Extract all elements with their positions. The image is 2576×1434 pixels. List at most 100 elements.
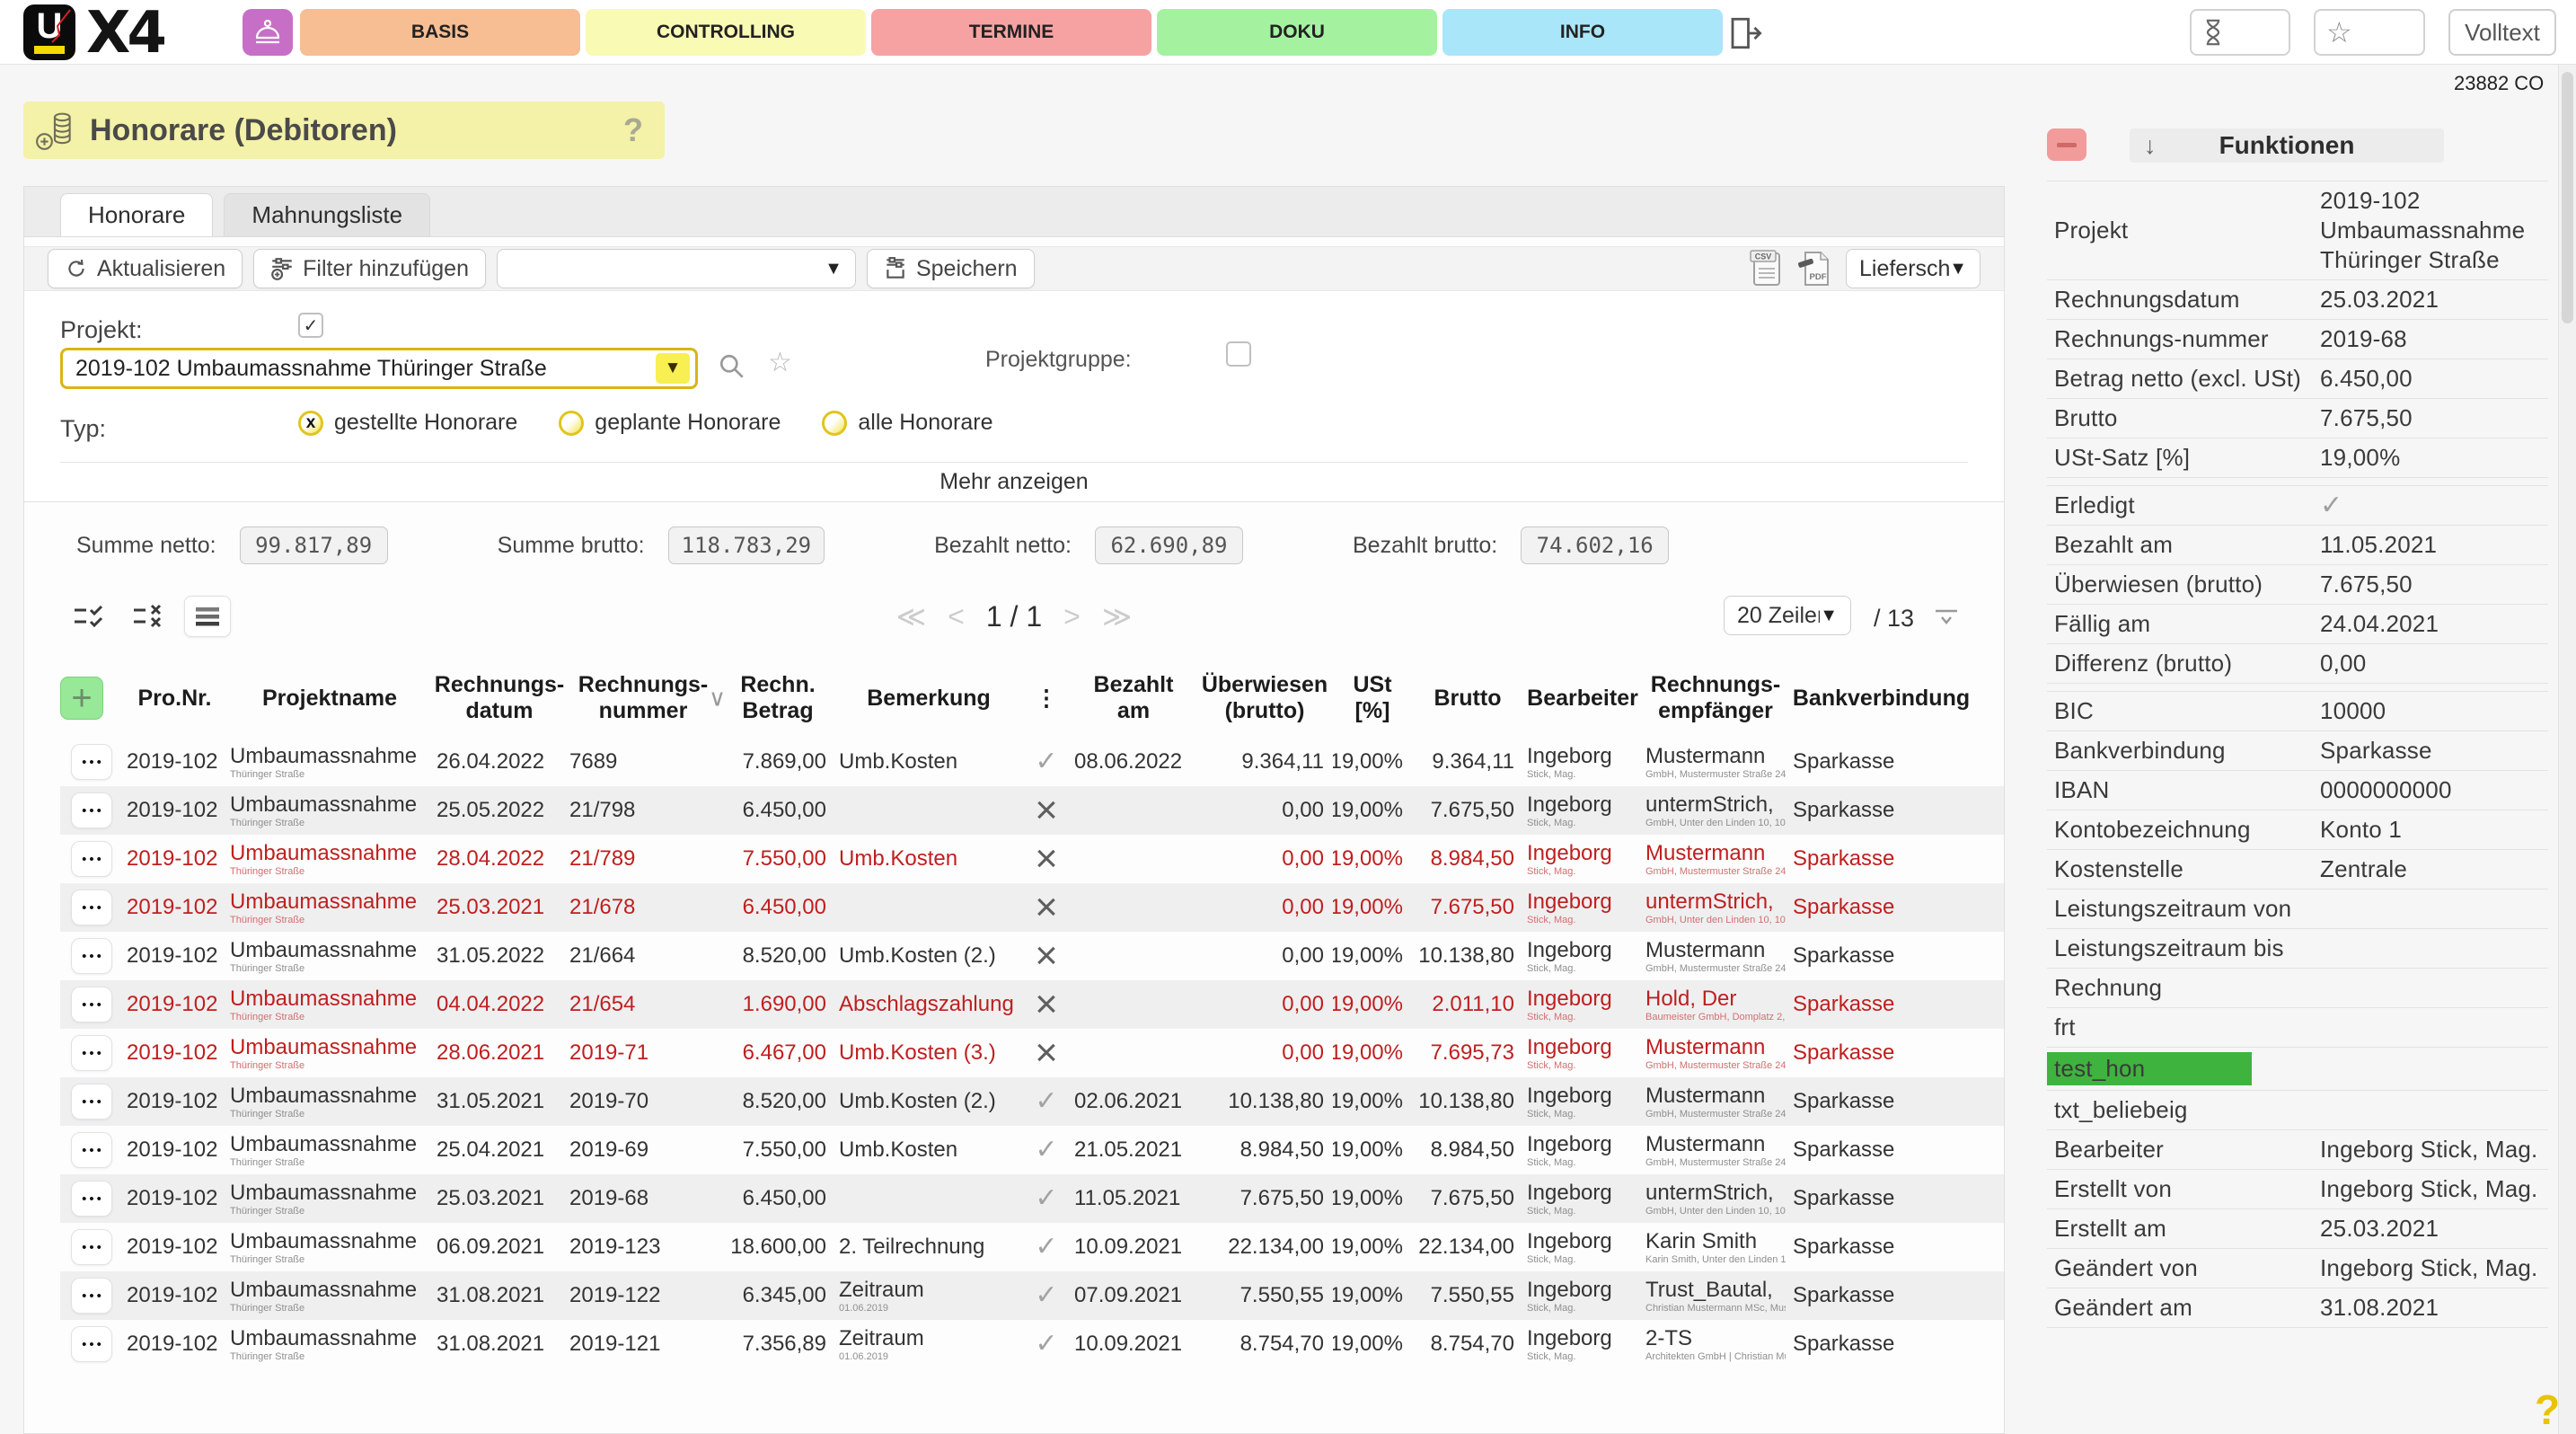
column-header[interactable]: Bankverbindung (1789, 686, 1973, 712)
detail-row[interactable]: BankverbindungSparkasse (2047, 730, 2548, 770)
column-header[interactable]: Rechnungs- empfänger (1642, 672, 1789, 724)
column-header[interactable]: Überwiesen (brutto) (1196, 672, 1333, 724)
detail-row[interactable]: IBAN0000000000 (2047, 770, 2548, 810)
detail-row[interactable]: Fällig am24.04.2021 (2047, 604, 2548, 643)
tab-mahnungsliste[interactable]: Mahnungsliste (224, 193, 430, 236)
detail-row[interactable]: USt-Satz [%]19,00% (2047, 438, 2548, 477)
select-all-button[interactable] (66, 596, 112, 637)
table-row[interactable]: •••2019-102UmbaumassnahmeThüringer Straß… (60, 835, 2004, 883)
row-menu-button[interactable]: ••• (71, 987, 112, 1022)
column-settings-button[interactable] (1932, 606, 1961, 628)
deselect-all-button[interactable] (125, 596, 172, 637)
detail-row[interactable]: BIC10000 (2047, 691, 2548, 730)
column-header[interactable]: Brutto (1412, 686, 1523, 712)
next-page-button[interactable]: > (1063, 600, 1081, 633)
collapse-panel-button[interactable] (2047, 128, 2086, 161)
table-row[interactable]: •••2019-102UmbaumassnahmeThüringer Straß… (60, 1126, 2004, 1174)
main-menu-button[interactable] (243, 9, 293, 56)
column-header[interactable]: Rechn. Betrag (720, 672, 835, 724)
column-header[interactable]: + (60, 677, 123, 720)
column-header[interactable]: Rechnungs- datum (433, 672, 566, 724)
detail-row[interactable]: Rechnungsdatum25.03.2021 (2047, 279, 2548, 319)
row-menu-button[interactable]: ••• (71, 744, 112, 780)
row-menu-button[interactable]: ••• (71, 1084, 112, 1120)
help-question-icon[interactable]: ? (2535, 1385, 2560, 1434)
scrollbar-thumb[interactable] (2562, 72, 2573, 323)
column-header[interactable]: Rechnungs- nummer∨ (566, 672, 720, 724)
detail-row[interactable]: Brutto7.675,50 (2047, 398, 2548, 438)
column-header[interactable]: Projektname (226, 686, 433, 712)
rows-per-page-select[interactable]: 20 Zeilen▼ (1724, 596, 1851, 635)
type-option[interactable]: geplante Honorare (559, 410, 781, 436)
column-header[interactable]: Bezahlt am (1071, 672, 1196, 724)
type-option[interactable]: alle Honorare (822, 410, 992, 436)
functions-header[interactable]: ↓ Funktionen (2130, 128, 2444, 163)
detail-row[interactable]: Geändert am31.08.2021 (2047, 1288, 2548, 1327)
detail-row[interactable]: Bezahlt am11.05.2021 (2047, 525, 2548, 564)
row-menu-button[interactable]: ••• (71, 938, 112, 974)
row-menu-button[interactable]: ••• (71, 1132, 112, 1168)
filter-preset-select[interactable]: ▼ (497, 249, 856, 288)
show-more-link[interactable]: Mehr anzeigen (24, 469, 2004, 495)
detail-row[interactable]: Rechnung (2047, 968, 2548, 1007)
table-row[interactable]: •••2019-102UmbaumassnahmeThüringer Straß… (60, 932, 2004, 980)
nav-tab-doku[interactable]: DOKU (1157, 9, 1437, 56)
first-page-button[interactable]: ≪ (896, 599, 927, 633)
detail-row[interactable]: BearbeiterIngeborg Stick, Mag. (2047, 1129, 2548, 1169)
detail-row[interactable]: Geändert vonIngeborg Stick, Mag. (2047, 1248, 2548, 1288)
fulltext-button[interactable]: Volltext (2448, 9, 2556, 56)
detail-row[interactable]: Leistungszeitraum von (2047, 889, 2548, 928)
add-filter-button[interactable]: Filter hinzufügen (253, 249, 486, 288)
project-select[interactable]: 2019-102 Umbaumassnahme Thüringer Straße… (60, 348, 698, 389)
detail-row[interactable]: Erstellt am25.03.2021 (2047, 1208, 2548, 1248)
detail-row[interactable]: Betrag netto (excl. USt)6.450,00 (2047, 358, 2548, 398)
row-menu-button[interactable]: ••• (71, 890, 112, 925)
detail-row[interactable]: Leistungszeitraum bis (2047, 928, 2548, 968)
detail-row[interactable]: frt (2047, 1007, 2548, 1047)
detail-row[interactable]: test_hon (2047, 1047, 2548, 1090)
detail-row[interactable]: Erledigt✓ (2047, 485, 2548, 525)
export-csv-icon[interactable]: CSV (1749, 249, 1783, 288)
table-row[interactable]: •••2019-102UmbaumassnahmeThüringer Straß… (60, 738, 2004, 786)
type-option[interactable]: xgestellte Honorare (298, 410, 517, 436)
row-menu-button[interactable]: ••• (71, 792, 112, 828)
tab-honorare[interactable]: Honorare (60, 193, 213, 236)
table-row[interactable]: •••2019-102UmbaumassnahmeThüringer Straß… (60, 786, 2004, 835)
projectgroup-checkbox[interactable] (1226, 341, 1251, 367)
column-header[interactable]: ⋮ (1022, 686, 1071, 712)
vertical-scrollbar[interactable] (2558, 65, 2576, 1434)
column-header[interactable]: Pro.Nr. (123, 686, 226, 712)
table-row[interactable]: •••2019-102UmbaumassnahmeThüringer Straß… (60, 1223, 2004, 1271)
nav-tab-controlling[interactable]: CONTROLLING (586, 9, 866, 56)
table-row[interactable]: •••2019-102UmbaumassnahmeThüringer Straß… (60, 1271, 2004, 1320)
row-menu-button[interactable]: ••• (71, 1229, 112, 1265)
quick-search-input[interactable] (2190, 9, 2290, 56)
detail-row[interactable]: Erstellt vonIngeborg Stick, Mag. (2047, 1169, 2548, 1208)
table-row[interactable]: •••2019-102UmbaumassnahmeThüringer Straß… (60, 883, 2004, 932)
export-pdf-icon[interactable]: PDF (1797, 249, 1831, 288)
page-help-icon[interactable]: ? (623, 111, 643, 149)
row-menu-button[interactable]: ••• (71, 1326, 112, 1362)
table-row[interactable]: •••2019-102UmbaumassnahmeThüringer Straß… (60, 1029, 2004, 1077)
report-type-select[interactable]: Lieferschein▼ (1846, 249, 1981, 288)
table-row[interactable]: •••2019-102UmbaumassnahmeThüringer Straß… (60, 1320, 2004, 1368)
nav-tab-info[interactable]: INFO (1442, 9, 1723, 56)
table-row[interactable]: •••2019-102UmbaumassnahmeThüringer Straß… (60, 1174, 2004, 1223)
detail-row[interactable]: Überwiesen (brutto)7.675,50 (2047, 564, 2548, 604)
row-menu-button[interactable]: ••• (71, 1278, 112, 1314)
last-page-button[interactable]: ≫ (1102, 599, 1133, 633)
logout-button[interactable] (1726, 14, 1764, 52)
detail-row[interactable]: Rechnungs-nummer2019-68 (2047, 319, 2548, 358)
row-menu-button[interactable]: ••• (71, 1035, 112, 1071)
table-row[interactable]: •••2019-102UmbaumassnahmeThüringer Straß… (60, 1077, 2004, 1126)
add-invoice-button[interactable]: + (60, 677, 103, 720)
column-header[interactable]: USt [%] (1333, 672, 1412, 724)
prev-page-button[interactable]: < (948, 600, 965, 633)
detail-row[interactable]: txt_beliebeig (2047, 1090, 2548, 1129)
column-header[interactable]: Bearbeiter (1523, 686, 1642, 712)
project-search-button[interactable] (718, 352, 746, 381)
save-filter-button[interactable]: Speichern (867, 249, 1035, 288)
detail-row[interactable]: KontobezeichnungKonto 1 (2047, 810, 2548, 849)
list-view-button[interactable] (184, 596, 231, 637)
detail-row[interactable]: Projekt2019-102 Umbaumassnahme Thüringer… (2047, 181, 2548, 279)
